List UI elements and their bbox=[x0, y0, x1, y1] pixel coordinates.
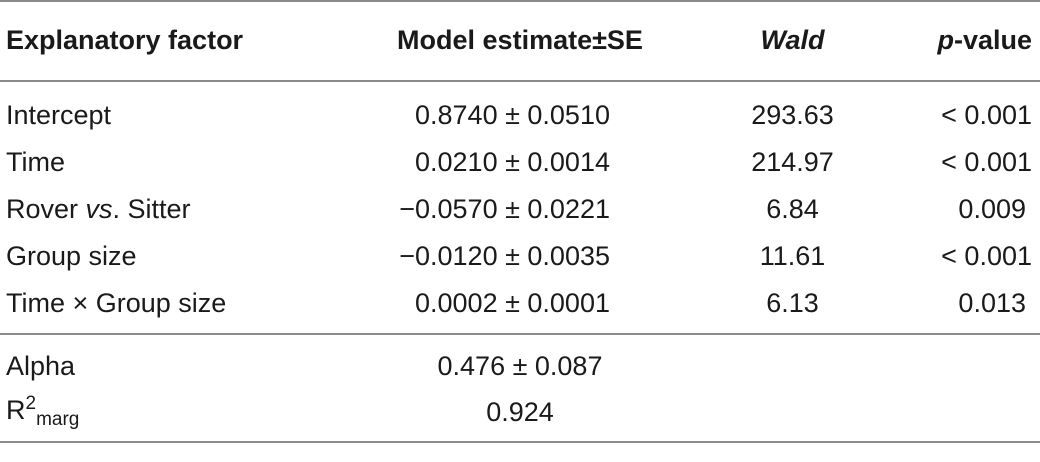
results-table: Explanatory factor Model estimate±SE Wal… bbox=[0, 0, 1040, 443]
header-model-estimate: Model estimate±SE bbox=[330, 0, 710, 82]
table-row: Intercept 0.8740 ± 0.0510 293.63 < 0.001 bbox=[0, 81, 1040, 139]
header-explanatory-factor: Explanatory factor bbox=[0, 0, 330, 82]
r2-label: R2marg bbox=[0, 390, 330, 443]
r2-subscript: marg bbox=[36, 409, 80, 431]
table-summary: Alpha 0.476 ± 0.087 R2marg 0.924 bbox=[0, 334, 1040, 443]
row-wald: 293.63 bbox=[751, 99, 834, 130]
factor-text: Group size bbox=[6, 240, 137, 271]
row-p-value: < 0.001 bbox=[941, 99, 1032, 130]
results-table-container: Explanatory factor Model estimate±SE Wal… bbox=[0, 0, 1040, 443]
alpha-label: Alpha bbox=[6, 350, 76, 381]
r2-value: 0.924 bbox=[330, 390, 710, 443]
table-row: Time × Group size 0.0002 ± 0.0001 6.13 0… bbox=[0, 280, 1040, 335]
row-p-value: < 0.001 bbox=[941, 146, 1032, 177]
summary-row-alpha: Alpha 0.476 ± 0.087 bbox=[0, 334, 1040, 390]
factor-text-suffix: . Sitter bbox=[112, 193, 191, 224]
table-row: Time 0.0210 ± 0.0014 214.97 < 0.001 bbox=[0, 139, 1040, 186]
summary-row-r2: R2marg 0.924 bbox=[0, 390, 1040, 443]
factor-text: Intercept bbox=[6, 99, 112, 130]
row-wald: 6.84 bbox=[766, 193, 819, 224]
factor-text: Rover bbox=[6, 193, 86, 224]
row-p-value: 0.013 bbox=[875, 280, 1040, 335]
factor-italic-text: vs bbox=[85, 193, 113, 224]
factor-text: Time × Group size bbox=[6, 287, 227, 318]
header-p-suffix: -value bbox=[953, 25, 1032, 56]
row-estimate: −0.0570 ± 0.0221 bbox=[399, 193, 610, 224]
header-row: Explanatory factor Model estimate±SE Wal… bbox=[0, 0, 1040, 82]
table-header: Explanatory factor Model estimate±SE Wal… bbox=[0, 0, 1040, 82]
header-wald: Wald bbox=[710, 0, 875, 82]
row-factor: Intercept bbox=[0, 81, 330, 139]
header-p-italic: p bbox=[937, 25, 954, 56]
header-p-value: p-value bbox=[875, 0, 1040, 82]
empty-cell bbox=[710, 334, 875, 390]
factor-text: Time bbox=[6, 146, 65, 177]
table-row: Rover vs. Sitter −0.0570 ± 0.0221 6.84 0… bbox=[0, 186, 1040, 233]
table-body: Intercept 0.8740 ± 0.0510 293.63 < 0.001… bbox=[0, 81, 1040, 335]
row-p-value: 0.009 bbox=[958, 193, 1026, 224]
row-estimate: −0.0120 ± 0.0035 bbox=[399, 240, 610, 271]
table-row: Group size −0.0120 ± 0.0035 11.61 < 0.00… bbox=[0, 233, 1040, 280]
row-estimate: 0.8740 ± 0.0510 bbox=[415, 99, 610, 130]
alpha-value: 0.476 ± 0.087 bbox=[437, 350, 603, 381]
row-factor: Time × Group size bbox=[0, 280, 330, 335]
row-estimate: 0.0002 ± 0.0001 bbox=[330, 280, 710, 335]
empty-cell bbox=[875, 390, 1040, 443]
row-wald: 6.13 bbox=[710, 280, 875, 335]
row-wald: 214.97 bbox=[751, 146, 834, 177]
row-wald: 11.61 bbox=[759, 240, 826, 271]
r2-base: R bbox=[6, 395, 26, 426]
empty-cell bbox=[875, 334, 1040, 390]
row-p-value: < 0.001 bbox=[941, 240, 1032, 271]
row-estimate: 0.0210 ± 0.0014 bbox=[415, 146, 610, 177]
empty-cell bbox=[710, 390, 875, 443]
row-factor: Rover vs. Sitter bbox=[0, 186, 330, 233]
row-factor: Time bbox=[0, 139, 330, 186]
row-factor: Group size bbox=[0, 233, 330, 280]
r2-superscript: 2 bbox=[25, 393, 37, 415]
